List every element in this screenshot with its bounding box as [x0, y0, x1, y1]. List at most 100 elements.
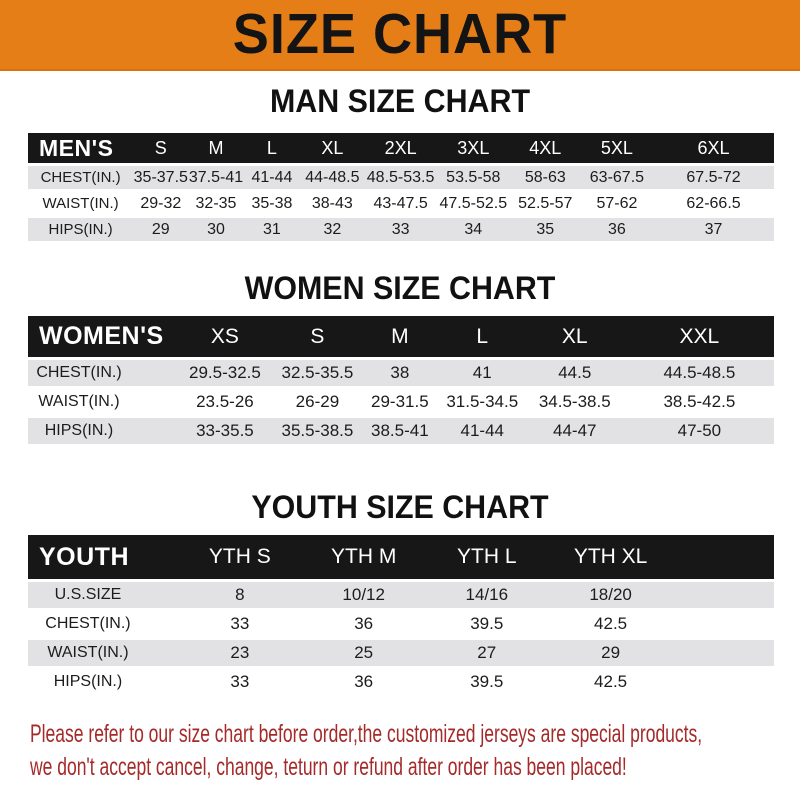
value-cell: 44-48.5	[300, 166, 365, 189]
value-cell: 31	[243, 218, 301, 241]
value-cell: 33	[177, 611, 302, 637]
value-cell: 35	[509, 218, 581, 241]
value-cell: 41	[439, 360, 525, 386]
size-header-cell: XS	[174, 316, 275, 357]
value-cell: 33	[177, 669, 302, 695]
value-cell: 67.5-72	[653, 166, 774, 189]
size-header-cell: M	[359, 316, 440, 357]
value-cell: 27	[425, 640, 548, 666]
size-header-cell: 2XL	[364, 133, 437, 163]
table-title-cell: YOUTH	[28, 535, 178, 579]
value-cell: 44.5-48.5	[624, 360, 774, 386]
table-row: HIPS(IN.) 29 30 31 32 33 34 35 36 37	[28, 218, 774, 241]
spacer-cell	[673, 582, 774, 608]
value-cell: 23	[177, 640, 302, 666]
value-cell: 39.5	[425, 611, 548, 637]
spacer-cell	[673, 640, 774, 666]
size-header-cell: YTH L	[425, 535, 548, 579]
value-cell: 58-63	[509, 166, 581, 189]
value-cell: 42.5	[547, 669, 674, 695]
table-row: U.S.SIZE 8 10/12 14/16 18/20	[28, 582, 774, 608]
row-label-cell: WAIST(IN.)	[28, 389, 175, 415]
size-header-cell: XXL	[624, 316, 774, 357]
size-header-cell: 4XL	[509, 133, 581, 163]
row-label-cell: WAIST(IN.)	[28, 640, 178, 666]
size-header-cell: YTH S	[177, 535, 302, 579]
size-header-cell: S	[133, 133, 189, 163]
value-cell: 29	[133, 218, 189, 241]
value-cell: 25	[301, 640, 426, 666]
value-cell: 57-62	[580, 192, 654, 215]
value-cell: 41-44	[439, 418, 525, 444]
table-row: CHEST(IN.) 29.5-32.5 32.5-35.5 38 41 44.5 44.5…	[28, 360, 774, 386]
spacer-cell	[673, 535, 774, 579]
youth-size-table: YOUTH YTH S YTH M YTH L YTH XL U.S.SIZE 8 10/1…	[28, 532, 774, 698]
table-row: CHEST(IN.) 35-37.5 37.5-41 41-44 44-48.5 48.5…	[28, 166, 774, 189]
women-section: WOMEN SIZE CHART WOMEN'S XS S M L XL XXL CHEST…	[0, 268, 800, 447]
value-cell: 32-35	[188, 192, 244, 215]
value-cell: 14/16	[425, 582, 548, 608]
value-cell: 37	[653, 218, 774, 241]
value-cell: 52.5-57	[509, 192, 581, 215]
row-label-cell: CHEST(IN.)	[28, 360, 175, 386]
value-cell: 34.5-38.5	[524, 389, 625, 415]
row-label-cell: HIPS(IN.)	[28, 418, 175, 444]
value-cell: 36	[301, 611, 426, 637]
page-title: SIZE CHART	[232, 2, 568, 66]
value-cell: 32	[300, 218, 365, 241]
size-header-cell: L	[439, 316, 525, 357]
spacer-cell	[673, 669, 774, 695]
value-cell: 53.5-58	[436, 166, 510, 189]
value-cell: 31.5-34.5	[439, 389, 525, 415]
size-header-cell: XL	[300, 133, 365, 163]
value-cell: 63-67.5	[580, 166, 654, 189]
value-cell: 10/12	[301, 582, 426, 608]
size-header-cell: S	[274, 316, 360, 357]
value-cell: 36	[580, 218, 654, 241]
row-label-cell: HIPS(IN.)	[28, 669, 178, 695]
value-cell: 38-43	[300, 192, 365, 215]
value-cell: 44-47	[524, 418, 625, 444]
value-cell: 32.5-35.5	[274, 360, 360, 386]
value-cell: 33-35.5	[174, 418, 275, 444]
size-chart-banner: SIZE CHART	[0, 0, 800, 71]
value-cell: 33	[364, 218, 437, 241]
row-label-cell: CHEST(IN.)	[28, 166, 134, 189]
size-header-cell: L	[243, 133, 301, 163]
men-section: MAN SIZE CHART MEN'S S M L XL 2XL 3XL 4XL 5XL 6XL…	[0, 83, 800, 244]
value-cell: 41-44	[243, 166, 301, 189]
row-label-cell: WAIST(IN.)	[28, 192, 134, 215]
value-cell: 35-37.5	[133, 166, 189, 189]
value-cell: 44.5	[524, 360, 625, 386]
value-cell: 29	[547, 640, 674, 666]
value-cell: 38	[359, 360, 440, 386]
size-header-cell: YTH XL	[547, 535, 674, 579]
value-cell: 29.5-32.5	[174, 360, 275, 386]
value-cell: 62-66.5	[653, 192, 774, 215]
table-header-row: MEN'S S M L XL 2XL 3XL 4XL 5XL 6XL	[28, 133, 774, 163]
value-cell: 29-31.5	[359, 389, 440, 415]
youth-section: YOUTH SIZE CHART YOUTH YTH S YTH M YTH L YTH…	[0, 487, 800, 698]
value-cell: 38.5-41	[359, 418, 440, 444]
table-row: WAIST(IN.) 23 25 27 29	[28, 640, 774, 666]
row-label-cell: HIPS(IN.)	[28, 218, 134, 241]
value-cell: 39.5	[425, 669, 548, 695]
table-title-cell: MEN'S	[28, 133, 134, 163]
value-cell: 18/20	[547, 582, 674, 608]
size-header-cell: YTH M	[301, 535, 426, 579]
men-section-title: MAN SIZE CHART	[269, 83, 531, 119]
value-cell: 26-29	[274, 389, 360, 415]
footer-line-1: Please refer to our size chart before or…	[30, 720, 703, 748]
women-size-table: WOMEN'S XS S M L XL XXL CHEST(IN.) 29.5-32.5 32.…	[28, 313, 774, 447]
size-header-cell: 5XL	[580, 133, 654, 163]
footer-note: Please refer to our size chart before or…	[30, 718, 800, 784]
value-cell: 47.5-52.5	[436, 192, 510, 215]
table-row: HIPS(IN.) 33 36 39.5 42.5	[28, 669, 774, 695]
value-cell: 42.5	[547, 611, 674, 637]
value-cell: 35-38	[243, 192, 301, 215]
table-row: CHEST(IN.) 33 36 39.5 42.5	[28, 611, 774, 637]
value-cell: 34	[436, 218, 510, 241]
table-header-row: YOUTH YTH S YTH M YTH L YTH XL	[28, 535, 774, 579]
footer-line-2: we don't accept cancel, change, teturn o…	[30, 753, 627, 781]
value-cell: 38.5-42.5	[624, 389, 774, 415]
